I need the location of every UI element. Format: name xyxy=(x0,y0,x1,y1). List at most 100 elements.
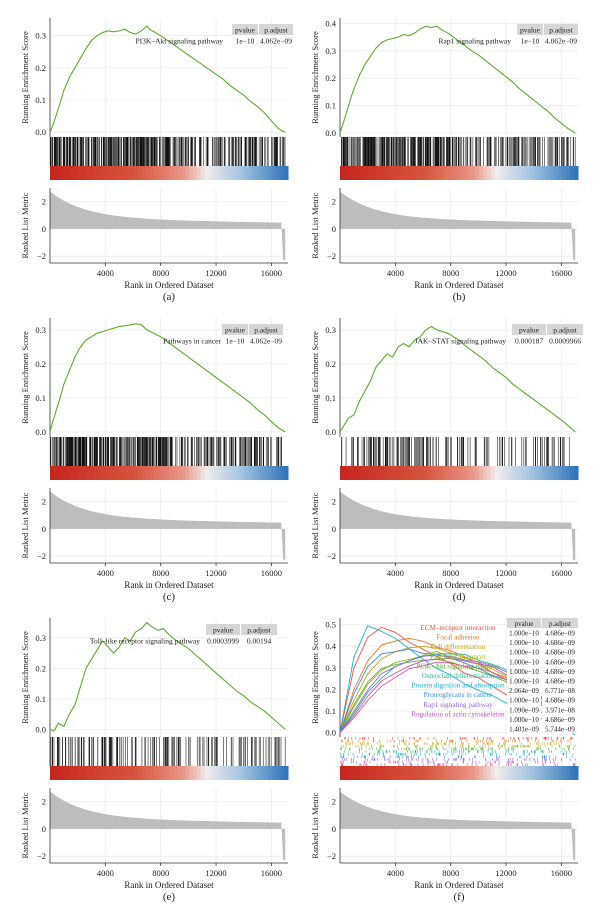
es-axis-title: Running Enrichment Score xyxy=(310,331,320,424)
x-tick-label: 8000 xyxy=(442,568,459,578)
table-cell-text: 1e−10 xyxy=(226,336,245,345)
heat-strip-cell xyxy=(161,466,166,480)
panel-caption: (c) xyxy=(163,591,176,603)
table-cell-text: 4.686e−09 xyxy=(545,658,575,666)
table-cell-text: 6.771e−08 xyxy=(545,687,575,695)
heat-strip-cell xyxy=(347,466,353,480)
heat-strip-cell xyxy=(482,766,488,780)
heat-strip-cell xyxy=(232,766,237,780)
heat-strip-cell xyxy=(216,466,222,480)
heat-strip-cell xyxy=(391,166,397,180)
table-cell xyxy=(222,335,248,346)
heat-strip-cell xyxy=(248,166,253,180)
heat-strip-cell xyxy=(494,766,500,780)
heat-strip-cell xyxy=(427,766,432,780)
x-tick-label: 8000 xyxy=(442,868,459,878)
heat-strip-cell xyxy=(514,166,519,180)
table-cell-text: 0.0009966 xyxy=(549,336,581,345)
heat-strip-cell xyxy=(280,766,285,780)
heat-strip-cell xyxy=(340,166,345,180)
heat-strip-cell xyxy=(526,466,531,480)
heat-strip-cell xyxy=(411,766,416,780)
x-tick-label: 8000 xyxy=(152,268,169,278)
heat-strip-cell xyxy=(383,166,389,180)
table-cell xyxy=(542,647,578,657)
x-tick-label: 4000 xyxy=(97,868,114,878)
series-legend-label: Rap1 signaling pathway xyxy=(423,701,493,709)
heat-strip-cell xyxy=(375,766,381,780)
heat-strip-cell xyxy=(61,466,67,480)
table-cell-text: 4.686e−09 xyxy=(545,716,575,724)
heat-strip-cell xyxy=(343,466,349,480)
table-cell xyxy=(507,666,541,676)
heat-strip-cell xyxy=(236,466,241,480)
heat-strip-cell xyxy=(530,466,535,480)
rlm-tick-label: 2 xyxy=(42,497,46,507)
heat-strip-cell xyxy=(69,466,75,480)
heat-strip-cell xyxy=(224,166,229,180)
heat-strip-cell xyxy=(506,166,512,180)
heat-strip-cell xyxy=(447,766,452,780)
es-tick-label: 0.0 xyxy=(325,728,336,738)
heat-strip-cell xyxy=(121,766,126,780)
heat-strip-cell xyxy=(113,466,118,480)
heat-strip-cell xyxy=(387,766,393,780)
rlm-tick-label: 0 xyxy=(332,824,336,834)
heat-strip-cell xyxy=(220,166,226,180)
heat-strip-cell xyxy=(200,766,206,780)
rlm-tick-label: 0 xyxy=(42,224,46,234)
heat-strip-cell xyxy=(176,166,182,180)
heat-strip-cell xyxy=(474,766,480,780)
heat-strip-cell xyxy=(399,166,404,180)
rlm-axis-title: Ranked List Metric xyxy=(310,492,320,558)
heat-strip-cell xyxy=(340,766,345,780)
heat-strip-cell xyxy=(85,766,91,780)
heat-strip-cell xyxy=(264,466,269,480)
x-axis-title: Rank in Ordered Dataset xyxy=(124,280,214,290)
heat-strip-cell xyxy=(367,766,373,780)
x-tick-label: 16000 xyxy=(261,568,282,578)
es-tick-label: 0.3 xyxy=(35,31,46,41)
heat-strip-cell xyxy=(105,166,110,180)
table-header-text: p.adjust xyxy=(549,620,571,628)
heat-strip-cell xyxy=(188,766,194,780)
heat-strip-cell xyxy=(407,466,412,480)
table-cell xyxy=(542,695,578,705)
pathway-label: JAK–STAT signaling pathway xyxy=(415,336,507,345)
heat-strip-cell xyxy=(157,466,162,480)
heat-strip-cell xyxy=(117,466,122,480)
table-cell xyxy=(544,35,578,46)
heat-strip-cell xyxy=(530,166,535,180)
rlm-tick-label: 2 xyxy=(332,797,336,807)
heat-strip-cell xyxy=(129,766,134,780)
heat-strip-cell xyxy=(482,466,488,480)
table-header-cell xyxy=(241,624,277,635)
x-axis-title: Rank in Ordered Dataset xyxy=(124,880,214,890)
es-tick-label: 0.4 xyxy=(325,641,336,651)
series-legend-label: Cell differentiation xyxy=(431,643,486,651)
table-header-text: pvalue xyxy=(515,620,534,628)
heat-strip-cell xyxy=(240,466,245,480)
es-tick-label: 0.4 xyxy=(325,18,336,28)
heat-strip-cell xyxy=(268,466,273,480)
table-cell-text: 0.00194 xyxy=(247,636,272,645)
heat-strip-cell xyxy=(153,766,158,780)
table-header-cell xyxy=(547,324,583,335)
heat-strip-cell xyxy=(538,466,543,480)
table-header-text: p.adjust xyxy=(247,625,271,634)
rlm-tick-label: 2 xyxy=(42,797,46,807)
heat-strip-cell xyxy=(534,166,539,180)
table-cell-text: 1.000e−10 xyxy=(509,668,539,676)
heat-strip-cell xyxy=(498,166,504,180)
heat-strip-cell xyxy=(363,166,369,180)
x-tick-label: 16000 xyxy=(551,568,572,578)
heat-strip-cell xyxy=(447,166,452,180)
heat-strip-cell xyxy=(101,766,107,780)
x-tick-label: 12000 xyxy=(495,268,516,278)
heat-strip-cell xyxy=(69,166,75,180)
heat-strip-cell xyxy=(474,166,480,180)
heat-strip-cell xyxy=(268,166,273,180)
heat-strip-cell xyxy=(506,766,512,780)
rlm-axis-title: Ranked List Metric xyxy=(310,792,320,858)
heat-strip-cell xyxy=(260,166,265,180)
